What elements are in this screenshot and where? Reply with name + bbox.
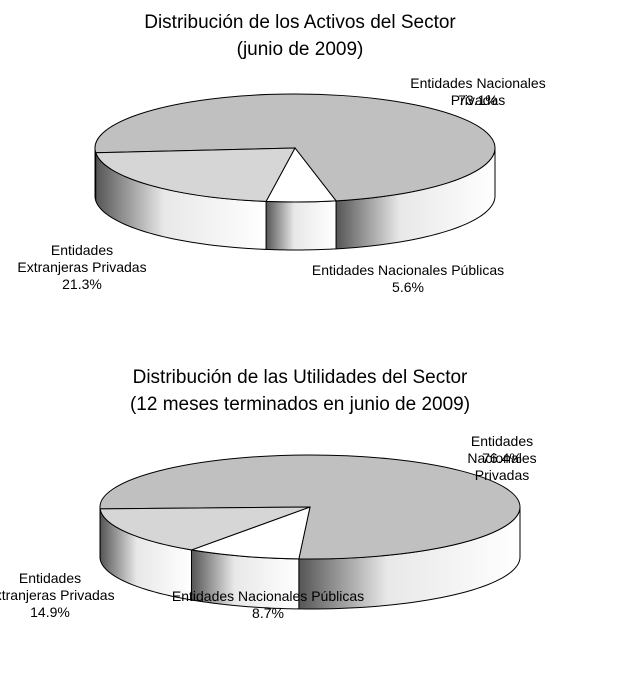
slice [95, 147, 296, 202]
slice-value: 5.6% [392, 279, 424, 295]
chart-title: Distribución de las Utilidades del Secto… [132, 367, 468, 388]
slice-label: Entidades Nacionales Privadas [467, 433, 537, 483]
slice-label: Entidades Extranjeras Privadas [0, 570, 115, 603]
slice-side [265, 200, 337, 251]
chart-subtitle: (12 meses terminados en junio de 2009) [129, 394, 471, 415]
slice [99, 506, 311, 551]
chart-title: Distribución de los Activos del Sector [144, 12, 456, 33]
slice [189, 506, 311, 560]
slice-value: 76.4% [482, 450, 522, 466]
slice-value: 73.1% [458, 92, 498, 108]
slice-label: Entidades Extranjeras Privadas [17, 242, 147, 275]
slice-value: 8.7% [252, 605, 284, 621]
slice-label: Entidades Nacionales Privadas [410, 75, 546, 108]
chart-subtitle: (junio de 2009) [236, 39, 364, 60]
slice-label: Entidades Nacionales Públicas [171, 588, 365, 604]
slice-label: Entidades Nacionales Públicas [311, 262, 505, 278]
slice [99, 454, 521, 560]
slice-value: 14.9% [30, 604, 70, 620]
slice-value: 21.3% [62, 276, 102, 292]
